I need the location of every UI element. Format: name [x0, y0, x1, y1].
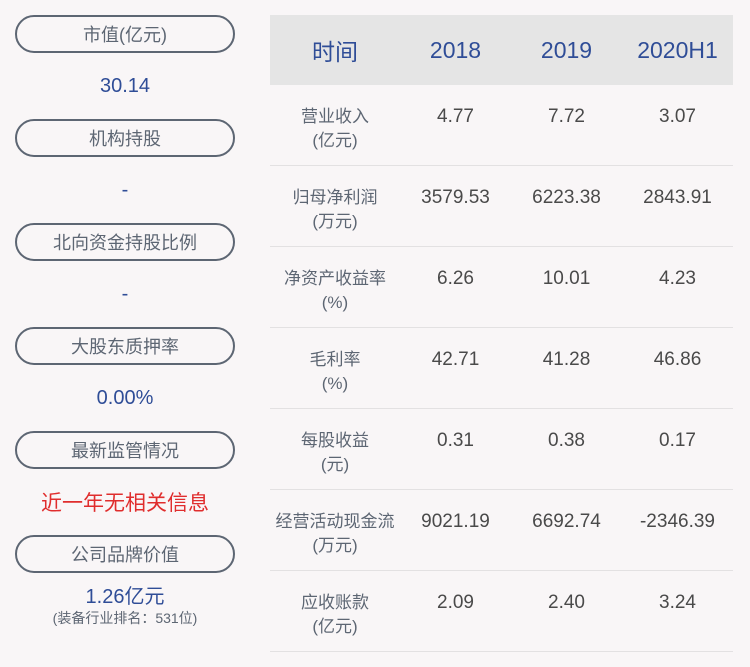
stock-summary-panel: 市值(亿元) 30.14 机构持股 - 北向资金持股比例 - 大股东质押率 0.…	[15, 15, 235, 639]
financial-table: 时间 2018 2019 2020H1 营业收入 (亿元) 4.77 7.72 3…	[270, 15, 733, 652]
table-row: 营业收入 (亿元) 4.77 7.72 3.07	[270, 85, 733, 166]
cell: -2346.39	[639, 511, 715, 532]
cell: 42.71	[431, 349, 480, 370]
header-2019: 2019	[540, 36, 593, 63]
cell: 6.26	[437, 268, 474, 289]
row-label: 每股收益 (元)	[301, 431, 369, 474]
table-row: 净资产收益率 (%) 6.26 10.01 4.23	[270, 247, 733, 328]
market-cap-value: 30.14	[99, 74, 151, 97]
cell: 2.40	[548, 592, 585, 613]
cell: 10.01	[542, 268, 591, 289]
header-2020h1: 2020H1	[637, 36, 718, 63]
brand-value-label: 公司品牌价值	[15, 535, 235, 573]
table-header: 时间 2018 2019 2020H1	[270, 15, 733, 85]
table-row: 归母净利润 (万元) 3579.53 6223.38 2843.91	[270, 166, 733, 247]
row-label: 毛利率 (%)	[309, 350, 361, 393]
cell: 41.28	[542, 349, 591, 370]
regulatory-status-value: 近一年无相关信息	[41, 492, 209, 515]
brand-value-block: 1.26亿元 (装备行业排名：531位)	[15, 573, 235, 639]
cell: 3.07	[659, 106, 696, 127]
cell: 3579.53	[421, 187, 490, 208]
cell: 6692.74	[532, 511, 601, 532]
market-cap-label: 市值(亿元)	[15, 15, 235, 53]
cell: 2.09	[437, 592, 474, 613]
table-row: 经营活动现金流 (万元) 9021.19 6692.74 -2346.39	[270, 490, 733, 571]
cell: 46.86	[653, 349, 702, 370]
regulatory-status-label: 最新监管情况	[15, 431, 235, 469]
table-row: 应收账款 (亿元) 2.09 2.40 3.24	[270, 571, 733, 652]
brand-value: 1.26亿元	[85, 586, 165, 608]
cell: 3.24	[659, 592, 696, 613]
cell: 0.38	[548, 430, 585, 451]
brand-rank: (装备行业排名：531位)	[52, 610, 198, 626]
table-row: 每股收益 (元) 0.31 0.38 0.17	[270, 409, 733, 490]
northbound-holding-label: 北向资金持股比例	[15, 223, 235, 261]
pledge-ratio-label: 大股东质押率	[15, 327, 235, 365]
pledge-ratio-value: 0.00%	[96, 386, 154, 409]
row-label: 营业收入 (亿元)	[301, 107, 369, 150]
row-label: 经营活动现金流 (万元)	[275, 512, 395, 555]
row-label: 净资产收益率 (%)	[284, 269, 386, 312]
cell: 9021.19	[421, 511, 490, 532]
row-label: 归母净利润 (万元)	[292, 188, 378, 231]
row-label: 应收账款 (亿元)	[301, 593, 369, 636]
cell: 0.31	[437, 430, 474, 451]
table-row: 毛利率 (%) 42.71 41.28 46.86	[270, 328, 733, 409]
cell: 6223.38	[532, 187, 601, 208]
institutional-holding-label: 机构持股	[15, 119, 235, 157]
cell: 0.17	[659, 430, 696, 451]
header-2018: 2018	[429, 36, 482, 63]
cell: 4.77	[437, 106, 474, 127]
institutional-holding-value: -	[121, 178, 129, 201]
header-time: 时间	[312, 39, 358, 65]
northbound-holding-value: -	[121, 282, 129, 305]
cell: 7.72	[548, 106, 585, 127]
cell: 2843.91	[643, 187, 712, 208]
cell: 4.23	[659, 268, 696, 289]
